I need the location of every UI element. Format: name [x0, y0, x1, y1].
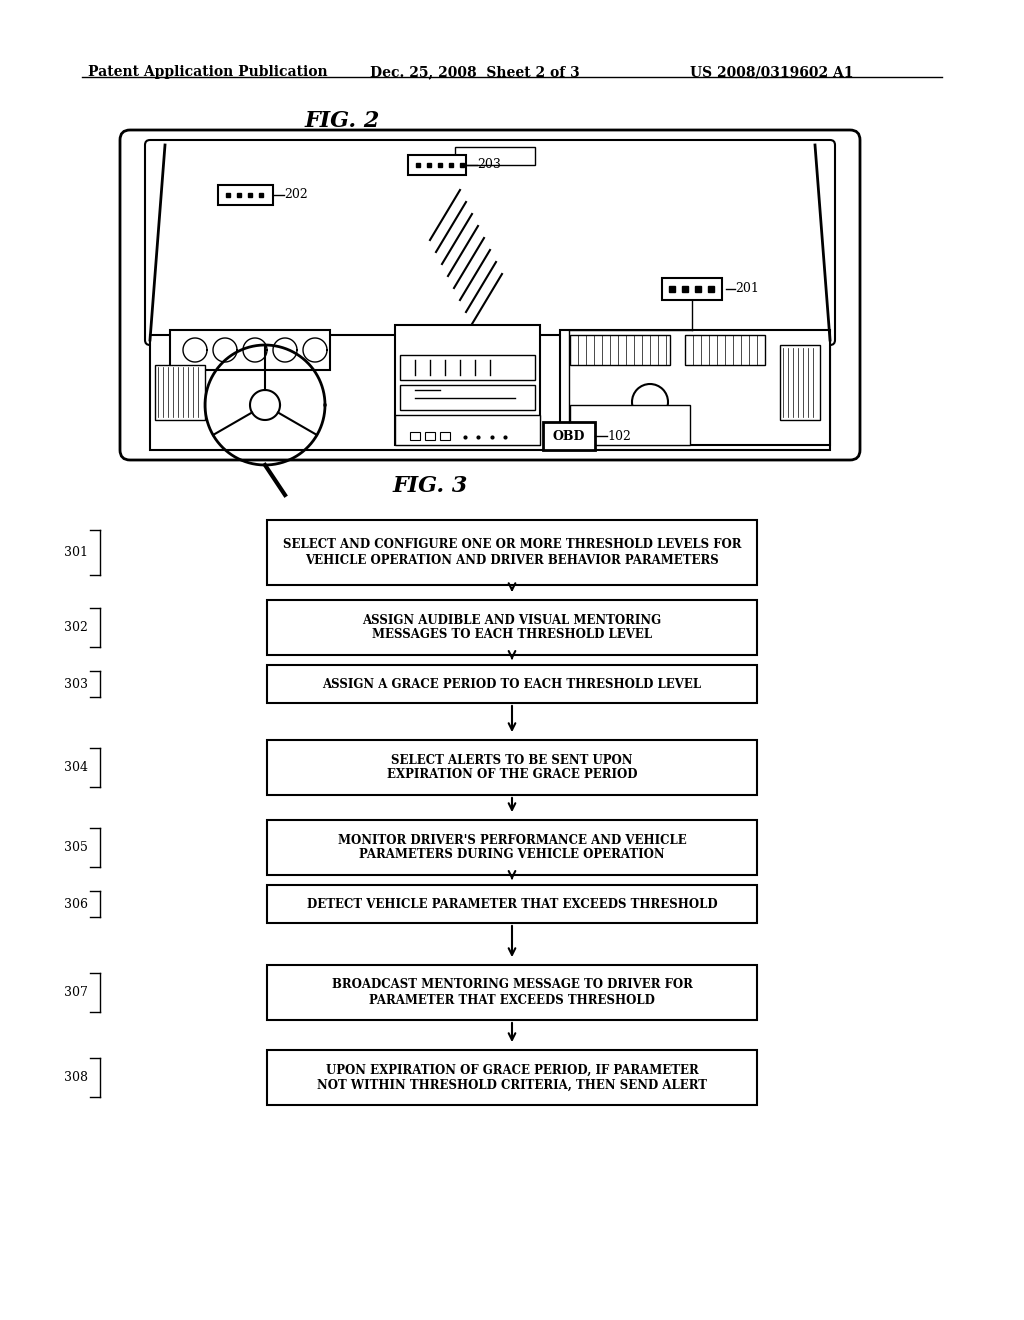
Text: ASSIGN AUDIBLE AND VISUAL MENTORING
MESSAGES TO EACH THRESHOLD LEVEL: ASSIGN AUDIBLE AND VISUAL MENTORING MESS…	[362, 614, 662, 642]
Circle shape	[632, 384, 668, 420]
Text: Patent Application Publication: Patent Application Publication	[88, 65, 328, 79]
Text: 307: 307	[65, 986, 88, 999]
Bar	[400, 355, 535, 380]
Text: OBD: OBD	[553, 429, 585, 442]
Text: BROADCAST MENTORING MESSAGE TO DRIVER FOR
PARAMETER THAT EXCEEDS THRESHOLD: BROADCAST MENTORING MESSAGE TO DRIVER FO…	[332, 978, 692, 1006]
Bar	[685, 335, 765, 366]
Text: FIG. 3: FIG. 3	[392, 475, 468, 498]
Text: US 2008/0319602 A1: US 2008/0319602 A1	[690, 65, 853, 79]
Bar	[395, 325, 540, 445]
FancyBboxPatch shape	[120, 129, 860, 459]
Bar	[267, 741, 757, 795]
Text: Dec. 25, 2008  Sheet 2 of 3: Dec. 25, 2008 Sheet 2 of 3	[370, 65, 580, 79]
Bar	[218, 185, 273, 205]
Bar	[267, 884, 757, 923]
Bar	[410, 432, 420, 440]
Bar	[395, 414, 540, 445]
Text: 306: 306	[63, 898, 88, 911]
Text: 203: 203	[477, 158, 501, 172]
Bar	[560, 330, 830, 445]
Text: DETECT VEHICLE PARAMETER THAT EXCEEDS THRESHOLD: DETECT VEHICLE PARAMETER THAT EXCEEDS TH…	[306, 898, 718, 911]
Text: 304: 304	[63, 762, 88, 774]
Bar	[662, 279, 722, 300]
Bar	[570, 405, 690, 445]
Text: SELECT ALERTS TO BE SENT UPON
EXPIRATION OF THE GRACE PERIOD: SELECT ALERTS TO BE SENT UPON EXPIRATION…	[387, 754, 637, 781]
Text: 303: 303	[63, 677, 88, 690]
Bar	[455, 147, 535, 165]
Bar	[267, 820, 757, 875]
Text: 201: 201	[735, 282, 759, 296]
Text: ASSIGN A GRACE PERIOD TO EACH THRESHOLD LEVEL: ASSIGN A GRACE PERIOD TO EACH THRESHOLD …	[323, 677, 701, 690]
Bar	[408, 154, 466, 176]
Bar	[400, 385, 535, 411]
Text: FIG. 2: FIG. 2	[305, 110, 380, 132]
Text: 102: 102	[607, 429, 631, 442]
Bar	[440, 432, 450, 440]
Bar	[267, 601, 757, 655]
Text: UPON EXPIRATION OF GRACE PERIOD, IF PARAMETER
NOT WITHIN THRESHOLD CRITERIA, THE: UPON EXPIRATION OF GRACE PERIOD, IF PARA…	[317, 1064, 707, 1092]
Bar	[780, 345, 820, 420]
Text: MONITOR DRIVER'S PERFORMANCE AND VEHICLE
PARAMETERS DURING VEHICLE OPERATION: MONITOR DRIVER'S PERFORMANCE AND VEHICLE…	[338, 833, 686, 862]
Bar	[267, 1049, 757, 1105]
Text: 302: 302	[65, 620, 88, 634]
Text: 305: 305	[65, 841, 88, 854]
Bar	[170, 330, 330, 370]
Bar	[150, 335, 830, 450]
Text: 202: 202	[284, 189, 308, 202]
Text: 301: 301	[63, 546, 88, 558]
Text: SELECT AND CONFIGURE ONE OR MORE THRESHOLD LEVELS FOR
VEHICLE OPERATION AND DRIV: SELECT AND CONFIGURE ONE OR MORE THRESHO…	[283, 539, 741, 566]
Bar	[570, 335, 670, 366]
Text: 308: 308	[63, 1071, 88, 1084]
Bar	[267, 665, 757, 704]
Bar	[425, 432, 435, 440]
Bar	[267, 965, 757, 1020]
Bar	[267, 520, 757, 585]
Bar	[155, 366, 205, 420]
FancyBboxPatch shape	[145, 140, 835, 345]
Bar	[543, 422, 595, 450]
